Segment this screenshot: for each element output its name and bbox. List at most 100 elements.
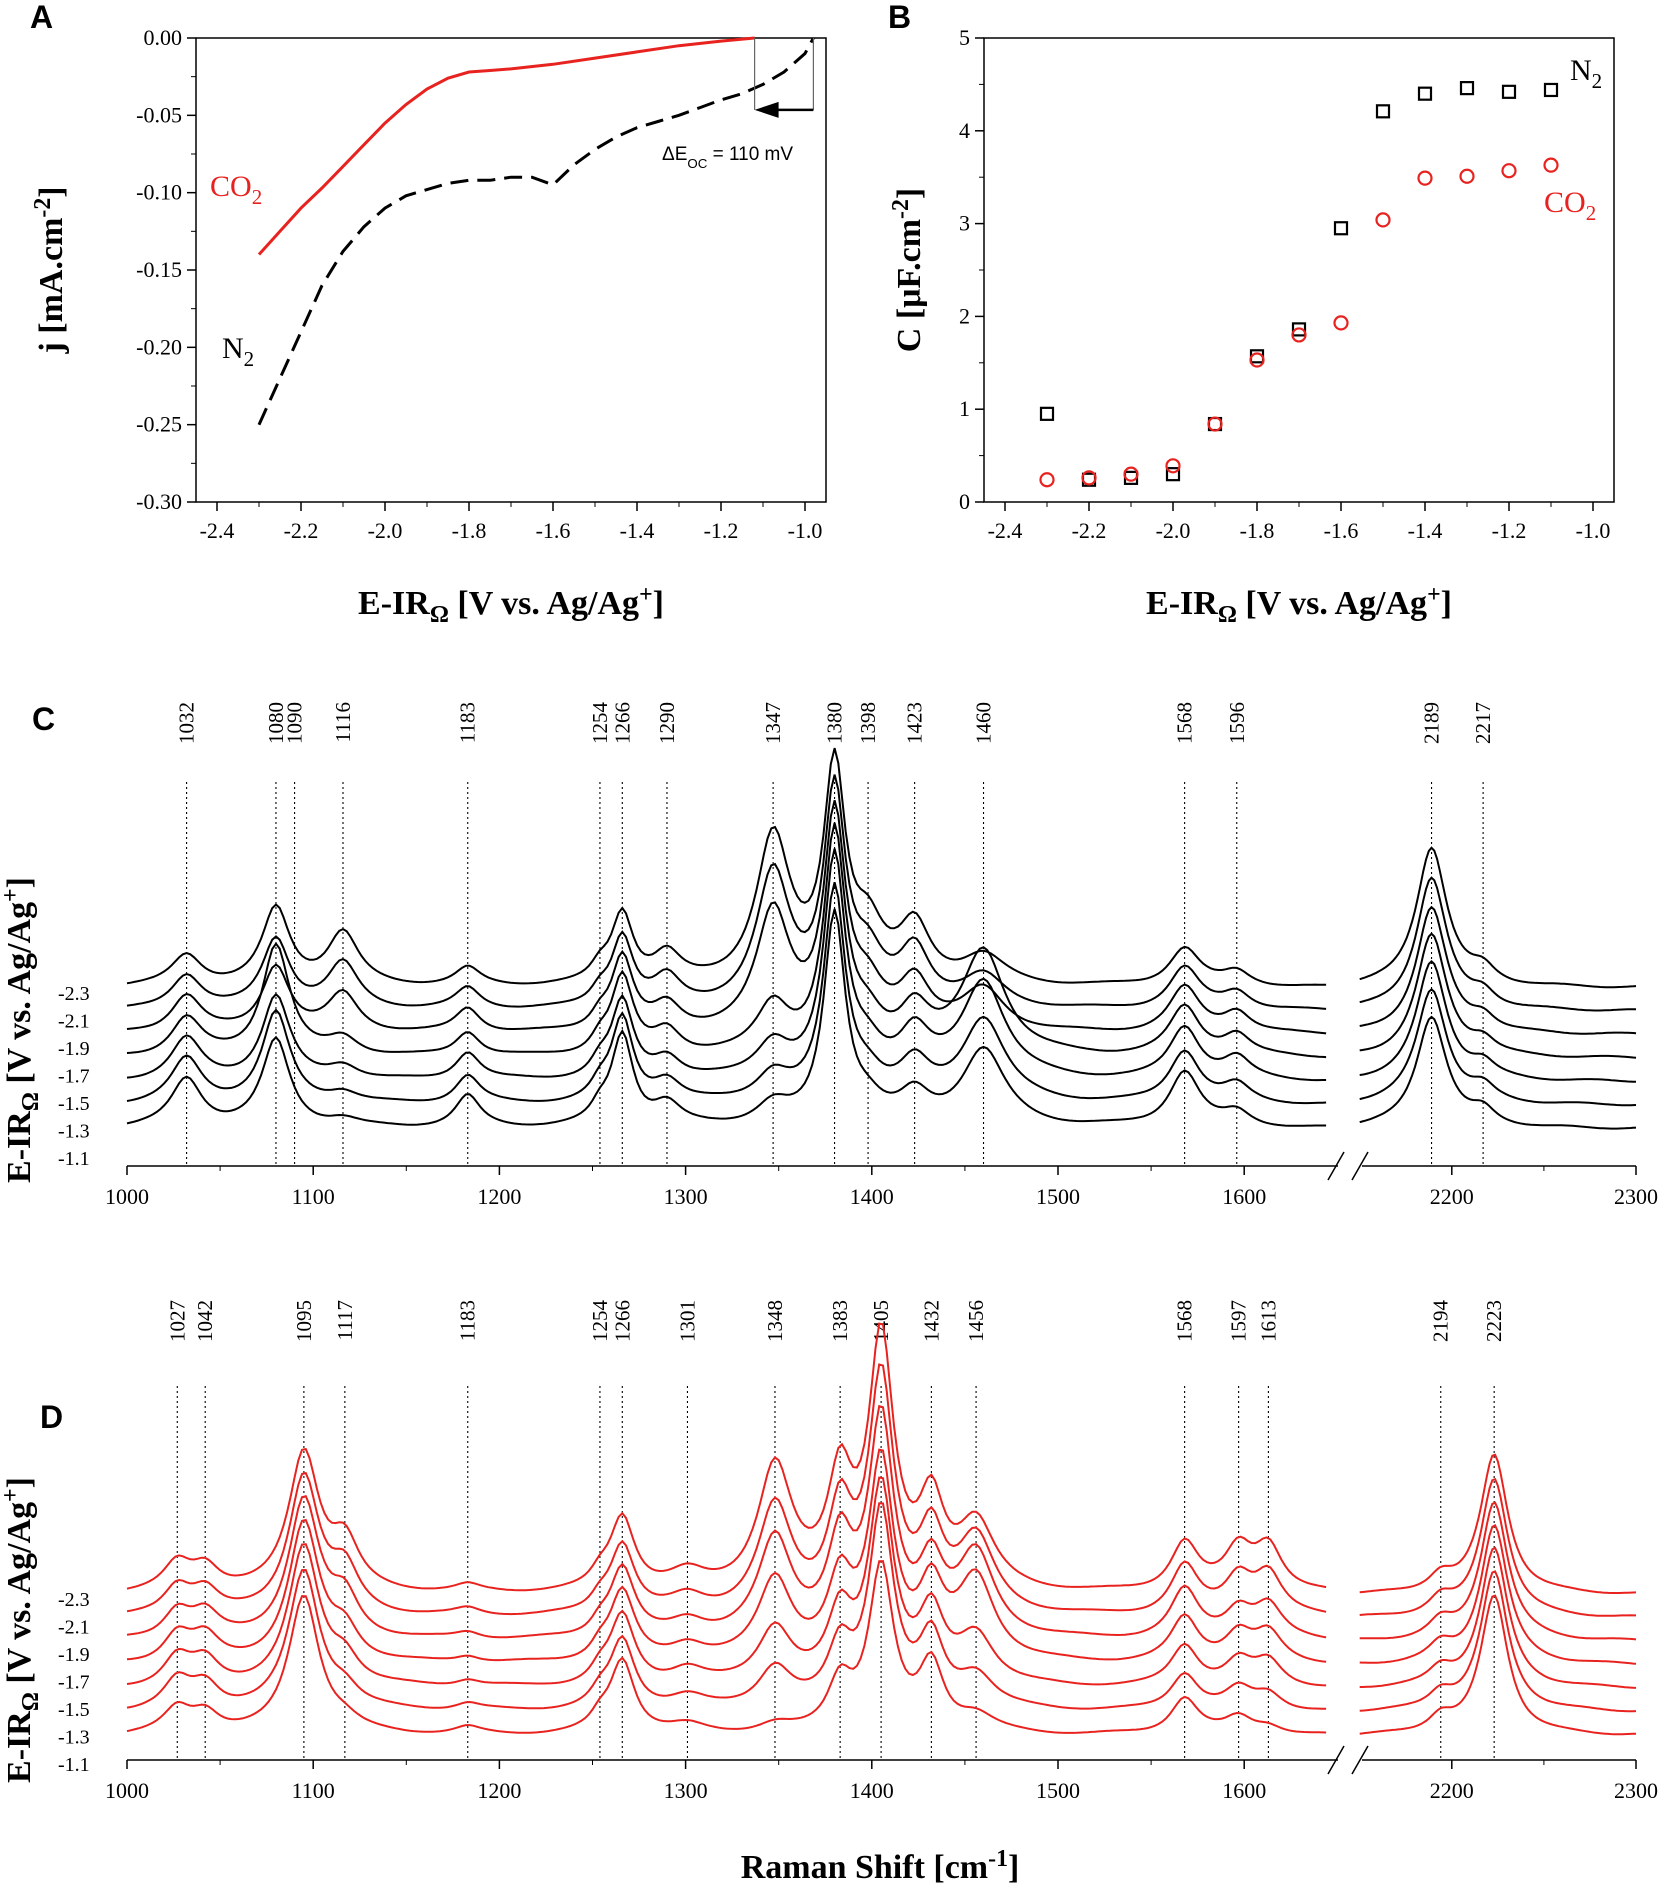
peak-label: 1423 [903,702,927,744]
data-point-co2 [1291,327,1307,343]
x-tick-label: 1300 [664,1778,708,1803]
potential-label: -2.3 [58,983,90,1005]
x-tick-label: -2.0 [1156,518,1191,543]
peak-label: 1080 [264,702,288,744]
panel-letter-c: C [32,701,55,737]
peak-label: 1432 [919,1300,943,1342]
panel-letter-a: A [30,0,53,35]
data-point-co2 [1249,352,1265,368]
x-tick-label: -1.4 [1408,518,1443,543]
x-tick-label: 1000 [105,1184,149,1209]
spectrum-trace [126,747,1327,986]
x-tick-label: 1600 [1222,1184,1266,1209]
y-tick-label: 0 [959,489,970,514]
data-point-co2 [1543,157,1559,173]
x-tick-label: 1300 [664,1184,708,1209]
panel-letter-b: B [888,0,911,35]
peak-label: 1042 [193,1300,217,1342]
spectrum-trace [126,774,1327,1010]
y-axis-title: E-IRΩ [V vs. Ag/Ag+] [0,877,44,1183]
data-point-n2 [1039,406,1055,421]
spectrum-trace [126,1502,1327,1710]
peak-label: 1597 [1227,1300,1251,1342]
spectrum-trace [126,1404,1327,1639]
y-axis-title: C [μF.cm-2] [888,188,928,352]
x-tick-label: -1.8 [452,518,487,543]
peak-label: 1398 [856,702,880,744]
series-label-n2: N2 [1570,54,1602,93]
x-tick-label: 1500 [1036,1184,1080,1209]
peak-label: 1290 [655,702,679,744]
spectrum-trace [1359,1524,1637,1665]
x-tick-label: -2.0 [368,518,403,543]
data-point-n2 [1291,322,1307,337]
panel-b: -2.4 -2.2 -2.0 -1.8 -1.6 -1.4 -1.2 -1.0 0 1 2 3 4 5 E-… [888,25,1615,628]
peak-label: 1613 [1256,1300,1280,1342]
y-tick-label: -0.25 [136,412,182,437]
potential-label: -1.7 [58,1066,90,1088]
series-line-n2 [257,37,815,426]
x-tick-label: -1.4 [620,518,655,543]
peak-label: 1032 [175,702,199,744]
peak-label: 2223 [1482,1300,1506,1342]
y-tick-label: 2 [959,303,970,328]
y-tick-label: -0.15 [136,257,182,282]
spectrum-trace [126,848,1327,1082]
spectrum-trace [126,822,1327,1059]
spectrum-trace [1359,1594,1637,1736]
x-tick-label: 1200 [477,1778,521,1803]
peak-label: 1254 [588,1300,612,1343]
series-label-co2: CO2 [210,170,262,209]
x-tick-label: -2.4 [988,518,1023,543]
peak-label: 1347 [761,702,785,744]
peak-label: 2189 [1420,702,1444,744]
spectrum-trace [1359,988,1637,1107]
peak-label: 1095 [292,1300,316,1342]
y-tick-label: -0.10 [136,180,182,205]
x-tick-label: -1.0 [1576,518,1611,543]
annotation-delta-eoc: ΔEOC = 110 mV [662,144,793,171]
data-point-co2 [1081,470,1097,486]
axis-break-mark [1351,1151,1369,1181]
x-axis-title: E-IRΩ [V vs. Ag/Ag+] [358,582,664,628]
potential-label: -1.1 [58,1148,90,1170]
x-tick-label: 1400 [850,1184,894,1209]
spectrum-trace [126,1363,1327,1616]
data-point-co2 [1333,315,1349,331]
panel-a: -2.4 -2.2 -2.0 -1.8 -1.6 -1.4 -1.2 -1.0 0.00 -0.0… [30,25,827,628]
x-tick-label: 1400 [850,1778,894,1803]
data-point-co2 [1207,416,1223,432]
peak-label: 1596 [1225,702,1249,744]
x-tick-label: -2.2 [1072,518,1107,543]
potential-label: -1.5 [58,1699,90,1721]
x-axis-title: Raman Shift [cm-1] [741,1846,1020,1886]
potential-label: -2.1 [58,1617,90,1639]
peak-label: 1405 [869,1300,893,1342]
peak-label: 1183 [456,1300,480,1341]
data-point-co2 [1165,458,1181,474]
x-tick-label: 1600 [1222,1778,1266,1803]
data-point-n2 [1375,104,1391,119]
y-tick-label: 4 [959,118,970,143]
x-tick-label: 2300 [1614,1184,1658,1209]
panel-letter-d: D [40,1399,63,1435]
spectrum-trace [1359,1477,1636,1617]
spectrum-trace [1359,932,1637,1059]
y-axis-title: j [mA.cm-2] [30,186,70,354]
data-point-n2 [1417,86,1433,101]
potential-label: -1.3 [58,1727,90,1749]
x-tick-label: -1.8 [1240,518,1275,543]
peak-label: 1460 [972,702,996,744]
spectrum-trace [1359,905,1637,1035]
x-tick-label: -1.2 [1492,518,1527,543]
peak-label: 1117 [333,1300,357,1340]
spectrum-trace [126,881,1327,1105]
peak-label: 1456 [964,1300,988,1342]
data-point-co2 [1039,472,1055,488]
potential-label: -1.7 [58,1672,90,1694]
spectrum-trace [126,1560,1327,1734]
y-tick-label: -0.20 [136,334,182,359]
y-tick-label: 0.00 [144,25,183,50]
peak-label: 1348 [763,1300,787,1342]
